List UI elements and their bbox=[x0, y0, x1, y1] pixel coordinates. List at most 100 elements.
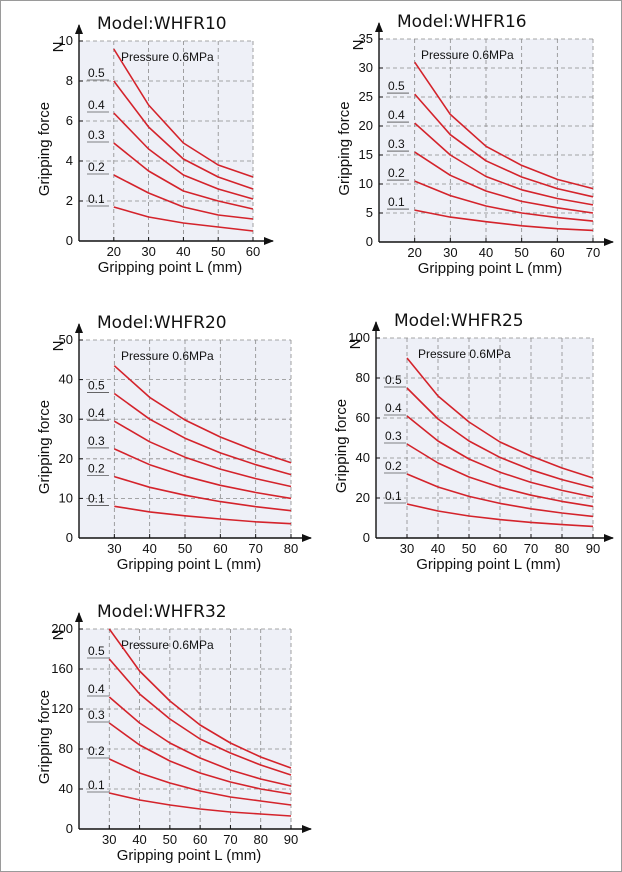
plot-background bbox=[376, 338, 593, 538]
pressure-note: Pressure 0.6MPa bbox=[421, 48, 514, 62]
series-curve-0.5 bbox=[113, 80, 254, 190]
y-axis-label: Gripping force bbox=[36, 102, 53, 196]
series-curve-0.5 bbox=[406, 387, 594, 489]
x-tick-label: 60 bbox=[550, 245, 564, 260]
series-curve-0.1 bbox=[406, 503, 594, 528]
x-tick-label: 30 bbox=[443, 245, 457, 260]
x-axis-label: Gripping point L (mm) bbox=[418, 260, 563, 277]
y-tick-label: 40 bbox=[59, 781, 73, 796]
y-unit-label: N bbox=[50, 341, 67, 352]
x-tick-label: 30 bbox=[141, 244, 155, 259]
y-tick-label: 0 bbox=[66, 530, 73, 545]
x-tick-label: 50 bbox=[462, 541, 476, 556]
x-tick-label: 80 bbox=[284, 541, 298, 556]
series-label: 0.4 bbox=[385, 401, 402, 415]
x-tick-label: 20 bbox=[407, 245, 421, 260]
series-curve-0.2 bbox=[406, 473, 594, 518]
y-axis-label: Gripping force bbox=[336, 101, 353, 195]
series-curve-0.4 bbox=[414, 122, 594, 206]
x-tick-label: 20 bbox=[107, 244, 121, 259]
chart-title: Model:WHFR25 bbox=[394, 311, 524, 331]
series-curve-top bbox=[406, 357, 594, 479]
series-label: 0.5 bbox=[88, 66, 105, 80]
series-label: 0.1 bbox=[88, 778, 105, 792]
x-tick-label: 70 bbox=[223, 832, 237, 847]
series-curve-0.5 bbox=[113, 392, 292, 476]
chart-2: 20 30 40 50 60 70 0 5 10 15 20 25 30 35 Model:WHFR16 N G… bbox=[336, 12, 614, 277]
series-curve-0.1 bbox=[109, 792, 292, 817]
series-curve-top bbox=[108, 628, 292, 769]
series-curve-0.4 bbox=[113, 112, 254, 200]
y-axis-label: Gripping force bbox=[36, 400, 53, 494]
chart-title: Model:WHFR16 bbox=[397, 12, 527, 32]
series-label: 0.2 bbox=[88, 744, 105, 758]
y-tick-label: 80 bbox=[59, 741, 73, 756]
series-curve-0.3 bbox=[406, 443, 594, 508]
x-tick-label: 50 bbox=[178, 541, 192, 556]
y-tick-label: 20 bbox=[356, 490, 370, 505]
x-tick-label: 90 bbox=[586, 541, 600, 556]
x-tick-label: 30 bbox=[107, 541, 121, 556]
plot-background bbox=[79, 41, 253, 241]
series-curve-0.3 bbox=[414, 151, 594, 214]
series-curve-0.4 bbox=[108, 696, 292, 787]
series-label: 0.1 bbox=[88, 192, 105, 206]
x-tick-label: 40 bbox=[176, 244, 190, 259]
y-tick-label: 200 bbox=[51, 621, 73, 636]
series-label: 0.2 bbox=[88, 462, 105, 476]
series-curve-0.2 bbox=[114, 475, 292, 512]
x-tick-label: 80 bbox=[555, 541, 569, 556]
chart-5: 30 40 50 60 70 80 90 0 40 80 120 160 200 Model:WHFR32… bbox=[36, 602, 312, 864]
y-tick-label: 6 bbox=[66, 113, 73, 128]
series-label: 0.3 bbox=[88, 434, 105, 448]
x-tick-label: 60 bbox=[213, 541, 227, 556]
series-curve-0.1 bbox=[114, 505, 292, 525]
y-tick-label: 30 bbox=[59, 411, 73, 426]
series-curve-top bbox=[414, 61, 594, 190]
x-axis-label: Gripping point L (mm) bbox=[117, 847, 262, 864]
y-tick-label: 60 bbox=[356, 410, 370, 425]
y-tick-label: 25 bbox=[359, 89, 373, 104]
series-curve-0.4 bbox=[406, 415, 594, 498]
series-label: 0.3 bbox=[88, 708, 105, 722]
series-label: 0.5 bbox=[88, 644, 105, 658]
x-tick-label: 40 bbox=[132, 832, 146, 847]
y-unit-label: N bbox=[350, 40, 367, 51]
series-label: 0.5 bbox=[88, 378, 105, 392]
series-label: 0.1 bbox=[385, 489, 402, 503]
x-tick-label: 90 bbox=[284, 832, 298, 847]
y-axis-label: Gripping force bbox=[36, 690, 53, 784]
y-tick-label: 0 bbox=[66, 233, 73, 248]
series-curve-0.1 bbox=[414, 209, 594, 232]
y-tick-label: 2 bbox=[66, 193, 73, 208]
x-tick-label: 50 bbox=[211, 244, 225, 259]
x-tick-label: 60 bbox=[493, 541, 507, 556]
y-tick-label: 80 bbox=[356, 370, 370, 385]
series-curve-0.3 bbox=[113, 448, 292, 500]
series-label: 0.4 bbox=[88, 406, 105, 420]
x-axis-label: Gripping point L (mm) bbox=[416, 556, 561, 573]
y-tick-label: 160 bbox=[51, 661, 73, 676]
y-axis-label: Gripping force bbox=[333, 399, 350, 493]
series-curve-top bbox=[113, 365, 292, 464]
x-tick-label: 50 bbox=[163, 832, 177, 847]
y-tick-label: 4 bbox=[66, 153, 73, 168]
chart-title: Model:WHFR32 bbox=[97, 602, 227, 622]
x-tick-label: 70 bbox=[586, 245, 600, 260]
y-tick-label: 20 bbox=[59, 451, 73, 466]
chart-title: Model:WHFR10 bbox=[97, 14, 227, 34]
series-curve-0.1 bbox=[113, 206, 254, 232]
series-label: 0.3 bbox=[385, 429, 402, 443]
series-label: 0.4 bbox=[88, 682, 105, 696]
series-label: 0.4 bbox=[388, 108, 405, 122]
x-axis-label: Gripping point L (mm) bbox=[117, 556, 262, 573]
pressure-note: Pressure 0.6MPa bbox=[121, 50, 214, 64]
series-curve-0.2 bbox=[113, 174, 254, 220]
series-label: 0.1 bbox=[388, 195, 405, 209]
y-tick-label: 40 bbox=[356, 450, 370, 465]
series-curve-0.3 bbox=[113, 142, 254, 210]
y-tick-label: 0 bbox=[366, 234, 373, 249]
y-tick-label: 0 bbox=[66, 821, 73, 836]
